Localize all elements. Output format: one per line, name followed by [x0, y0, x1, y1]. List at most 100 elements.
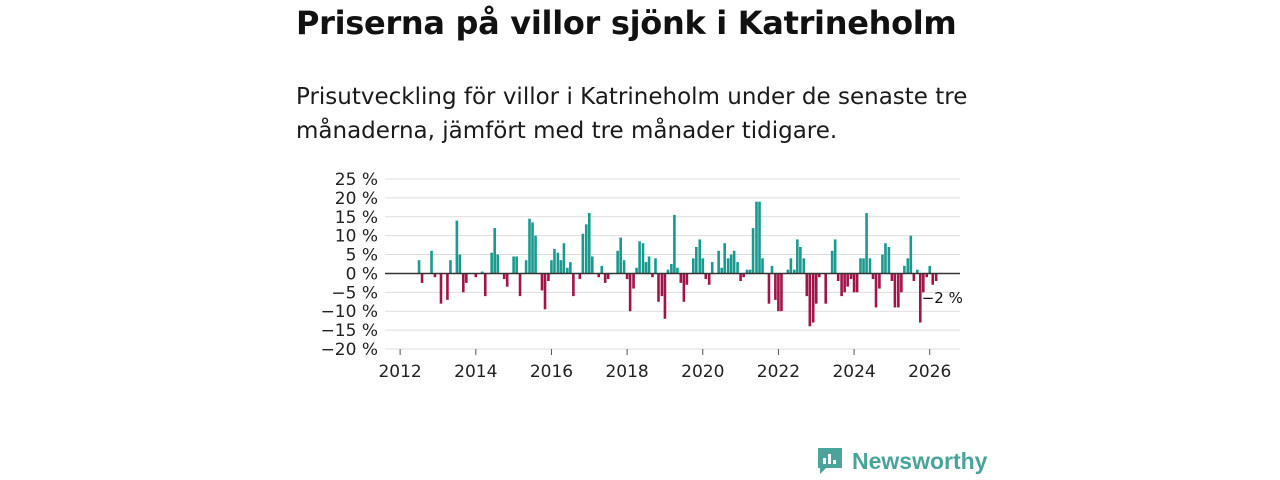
- bar: [562, 243, 566, 274]
- bar: [805, 273, 809, 297]
- bar: [587, 213, 591, 274]
- chart-subtitle: Prisutveckling för villor i Katrineholm …: [296, 84, 968, 144]
- bar: [704, 273, 708, 280]
- bar: [707, 273, 711, 285]
- bar: [912, 273, 916, 281]
- bar: [884, 243, 887, 274]
- bar: [515, 256, 518, 274]
- bar: [710, 262, 714, 274]
- bar: [774, 273, 777, 300]
- bar: [616, 250, 619, 274]
- bar: [663, 273, 667, 319]
- bar: [455, 220, 459, 274]
- bar: [446, 273, 449, 300]
- bar: [543, 273, 547, 310]
- bar: [739, 273, 742, 281]
- newsworthy-icon: [818, 448, 842, 474]
- bar: [893, 273, 897, 308]
- bar: [622, 260, 626, 274]
- bar: [745, 269, 749, 274]
- y-tick-label: 0 %: [346, 264, 378, 284]
- bar: [802, 258, 806, 274]
- bar: [729, 254, 733, 274]
- y-tick-label: 5 %: [346, 246, 378, 266]
- gridlines: [385, 178, 960, 350]
- bar: [657, 273, 660, 302]
- bar: [528, 218, 531, 274]
- bar: [603, 273, 607, 283]
- bar: [852, 273, 856, 293]
- bar: [591, 256, 594, 274]
- bar: [660, 273, 664, 297]
- bar: [833, 239, 837, 274]
- bar: [903, 265, 906, 274]
- x-tick-label: 2012: [378, 362, 421, 382]
- bar: [761, 258, 764, 274]
- brand-name: Newsworthy: [852, 447, 988, 474]
- bar: [915, 269, 919, 274]
- bar: [581, 233, 585, 274]
- chart-title: Priserna på villor sjönk i Katrineholm: [296, 4, 957, 42]
- bar: [628, 273, 632, 312]
- bar: [559, 260, 563, 274]
- bar: [578, 273, 582, 280]
- bar: [584, 224, 588, 274]
- bar: [566, 267, 569, 274]
- bar: [928, 265, 932, 274]
- y-tick-label: −15 %: [321, 321, 378, 341]
- bar: [632, 273, 635, 289]
- bar: [439, 273, 443, 304]
- bar: [786, 269, 790, 274]
- x-tick-label: 2016: [530, 362, 573, 382]
- bar: [742, 273, 745, 278]
- bar: [572, 273, 575, 297]
- bar: [493, 228, 496, 274]
- bar: [524, 260, 528, 274]
- bar: [723, 243, 726, 274]
- bar: [799, 247, 802, 274]
- bar: [433, 273, 437, 278]
- y-tick-label: 25 %: [335, 170, 378, 190]
- bar: [534, 235, 537, 274]
- bar: [638, 241, 641, 274]
- bar: [890, 273, 894, 281]
- bar: [547, 273, 550, 281]
- bar: [755, 201, 758, 274]
- bar: [918, 273, 922, 323]
- bar: [641, 243, 645, 274]
- bar: [925, 273, 929, 278]
- bar: [849, 273, 853, 280]
- bar: [830, 250, 834, 274]
- bar: [777, 273, 780, 312]
- bar: [817, 273, 821, 278]
- bar: [692, 258, 695, 274]
- bar: [897, 273, 900, 308]
- bar: [676, 267, 679, 274]
- bar: [840, 273, 843, 297]
- y-tick-label: 10 %: [335, 227, 378, 247]
- bar: [726, 258, 730, 274]
- bar: [458, 254, 462, 274]
- bar: [553, 248, 556, 274]
- bar: [502, 273, 506, 280]
- y-tick-label: −20 %: [321, 340, 378, 360]
- bar: [931, 273, 935, 285]
- bar: [654, 258, 657, 274]
- bar: [717, 250, 720, 274]
- bar: [836, 273, 840, 281]
- x-tick-label: 2018: [605, 362, 648, 382]
- bar: [483, 273, 487, 297]
- x-tick-label: 2022: [757, 362, 800, 382]
- bar: [720, 267, 723, 274]
- bars: [417, 201, 938, 327]
- bar: [635, 267, 638, 274]
- bar: [767, 273, 771, 304]
- bar: [922, 273, 925, 293]
- bar: [789, 258, 793, 274]
- bar: [811, 273, 815, 323]
- bar: [808, 273, 812, 327]
- bar: [736, 262, 739, 274]
- bar: [695, 247, 698, 274]
- bar: [606, 273, 610, 280]
- bar: [550, 260, 553, 274]
